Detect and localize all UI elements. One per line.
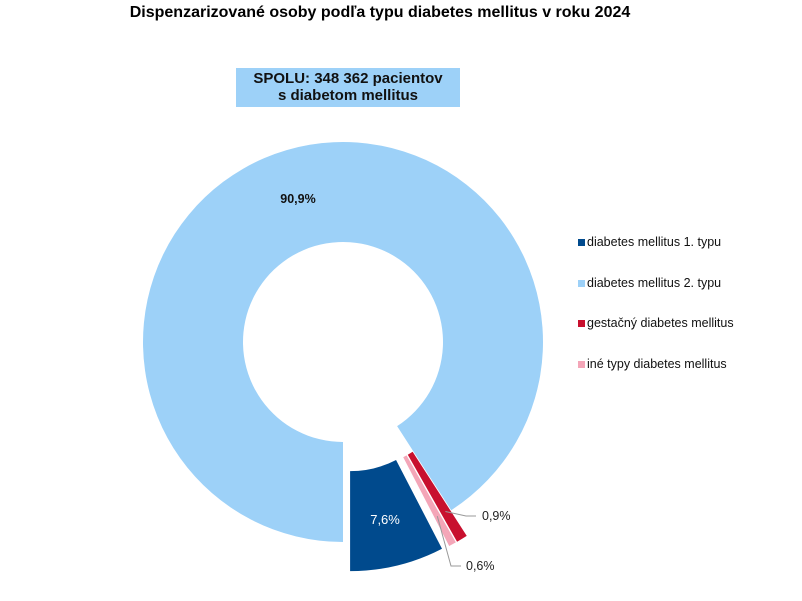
- leader-line: [436, 515, 461, 567]
- chart-title: Dispenzarizované osoby podľa typu diabet…: [129, 4, 631, 21]
- data-label: 7,6%: [370, 512, 400, 527]
- total-label-line1: SPOLU: 348 362 pacientov: [253, 70, 443, 87]
- data-label: 90,9%: [280, 192, 315, 206]
- data-label: 0,9%: [482, 509, 511, 523]
- legend-item: gestačný diabetes mellitus: [578, 316, 734, 357]
- donut-slice: [142, 141, 543, 542]
- legend-item: iné typy diabetes mellitus: [578, 357, 734, 398]
- legend-label: gestačný diabetes mellitus: [587, 316, 734, 330]
- leader-line: [445, 510, 476, 517]
- donut-slice: [403, 455, 456, 547]
- legend-swatch: [578, 360, 585, 368]
- legend-label: diabetes mellitus 1. typu: [587, 235, 722, 249]
- total-label-line2: s diabetom mellitus: [277, 87, 419, 104]
- donut-slice: [407, 451, 467, 542]
- legend-label: iné typy diabetes mellitus: [587, 356, 727, 371]
- legend-item: diabetes mellitus 2. typu: [578, 276, 734, 317]
- legend-swatch: [578, 279, 585, 287]
- legend-label: diabetes mellitus 2. typu: [587, 275, 722, 290]
- total-patients-box: SPOLU: 348 362 pacientov s diabetom mell…: [236, 68, 460, 107]
- legend-item: diabetes mellitus 1. typu: [578, 235, 734, 276]
- legend-swatch: [578, 320, 585, 327]
- legend: diabetes mellitus 1. typu diabetes melli…: [578, 235, 734, 397]
- donut-slice: [350, 459, 443, 572]
- legend-swatch: [578, 239, 585, 246]
- data-label: 0,6%: [466, 559, 495, 573]
